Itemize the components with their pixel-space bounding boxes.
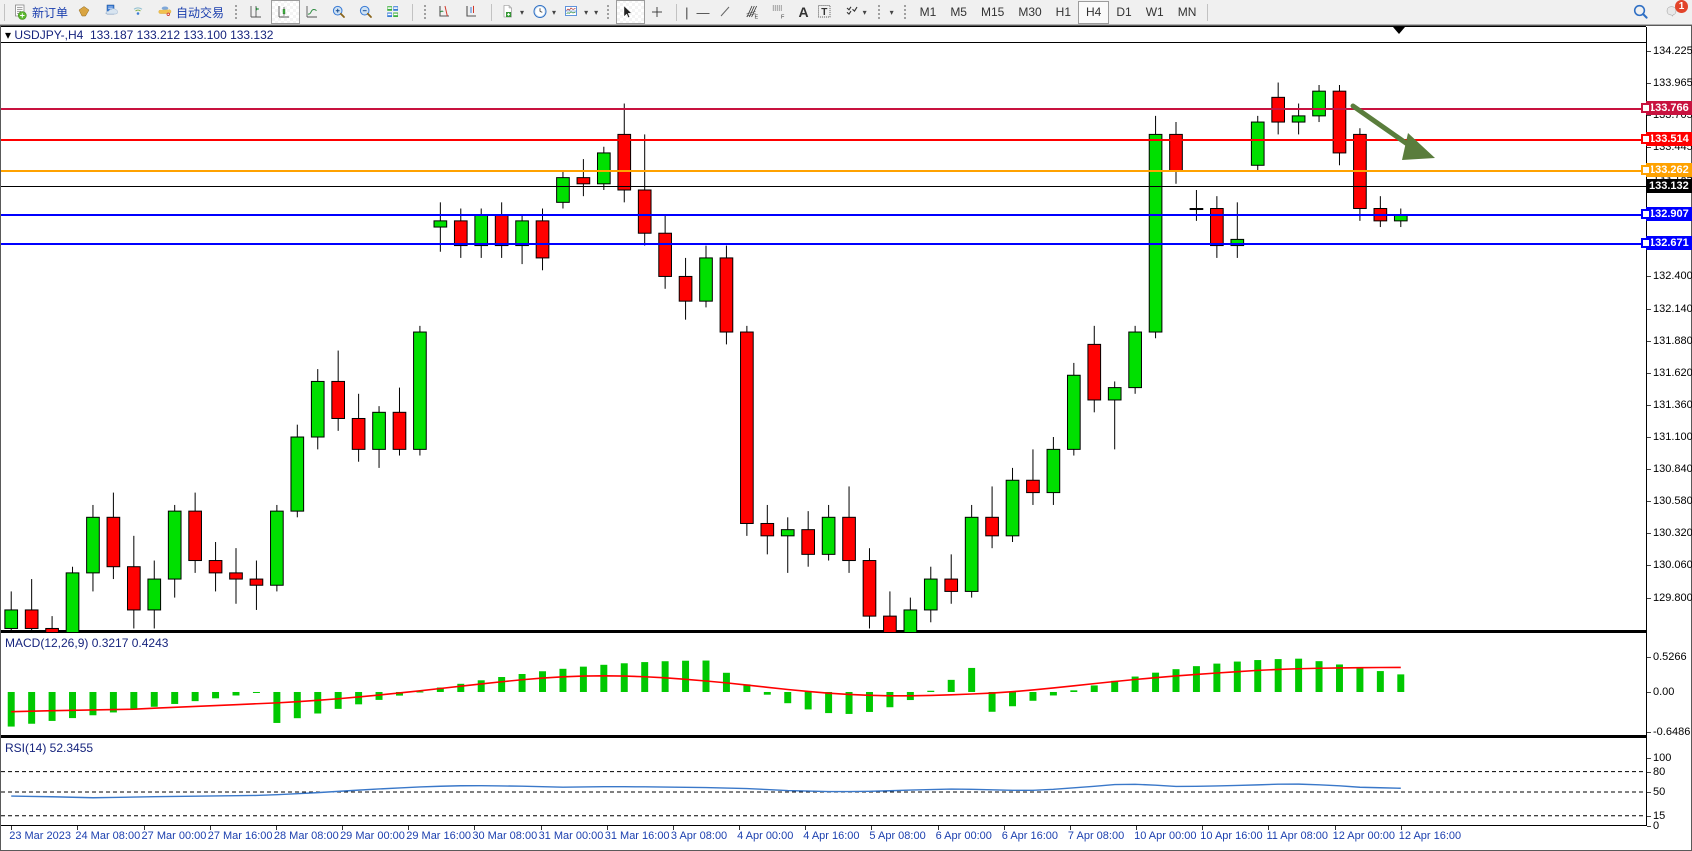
svg-text:F: F [781,15,785,21]
svg-text:T: T [821,7,827,18]
svg-text:E: E [755,15,759,21]
